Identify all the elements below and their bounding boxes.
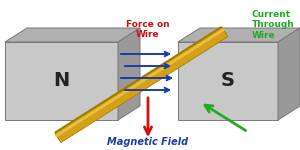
Text: S: S	[221, 72, 235, 90]
Polygon shape	[278, 28, 300, 120]
Text: Current
Through
Wire: Current Through Wire	[252, 10, 295, 40]
Polygon shape	[5, 28, 140, 42]
Text: Force on
Wire: Force on Wire	[126, 20, 170, 39]
Polygon shape	[178, 28, 300, 42]
Text: N: N	[53, 72, 70, 90]
Polygon shape	[54, 26, 227, 141]
Text: Magnetic Field: Magnetic Field	[107, 137, 189, 147]
Polygon shape	[55, 27, 228, 143]
Polygon shape	[118, 28, 140, 120]
Polygon shape	[5, 42, 118, 120]
Polygon shape	[178, 42, 278, 120]
